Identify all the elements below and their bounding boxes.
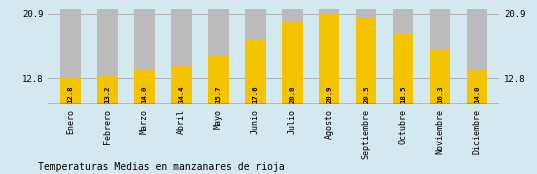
Bar <box>467 69 488 104</box>
Bar <box>208 9 229 104</box>
Text: 20.0: 20.0 <box>289 86 295 103</box>
Bar <box>245 40 266 104</box>
Text: 14.0: 14.0 <box>141 86 148 103</box>
Bar <box>97 9 118 104</box>
Text: 20.9: 20.9 <box>326 86 332 103</box>
Bar <box>356 9 376 104</box>
Text: 18.5: 18.5 <box>400 86 407 103</box>
Text: 16.3: 16.3 <box>437 86 443 103</box>
Bar <box>208 55 229 104</box>
Bar <box>393 9 413 104</box>
Bar <box>134 69 155 104</box>
Text: 17.6: 17.6 <box>252 86 258 103</box>
Text: 14.4: 14.4 <box>178 86 184 103</box>
Bar <box>430 9 451 104</box>
Bar <box>319 14 339 104</box>
Text: 12.8: 12.8 <box>68 86 74 103</box>
Bar <box>60 9 81 104</box>
Text: Temperaturas Medias en manzanares de rioja: Temperaturas Medias en manzanares de rio… <box>38 162 284 172</box>
Bar <box>282 21 302 104</box>
Text: 14.0: 14.0 <box>474 86 480 103</box>
Bar <box>97 75 118 104</box>
Bar <box>245 9 266 104</box>
Bar <box>60 78 81 104</box>
Bar <box>134 9 155 104</box>
Text: 20.5: 20.5 <box>364 86 369 103</box>
Bar <box>319 9 339 104</box>
Bar <box>171 9 192 104</box>
Text: 15.7: 15.7 <box>215 86 221 103</box>
Text: 13.2: 13.2 <box>105 86 111 103</box>
Bar <box>467 9 488 104</box>
Bar <box>393 33 413 104</box>
Bar <box>171 66 192 104</box>
Bar <box>430 50 451 104</box>
Bar <box>282 9 302 104</box>
Bar <box>356 17 376 104</box>
